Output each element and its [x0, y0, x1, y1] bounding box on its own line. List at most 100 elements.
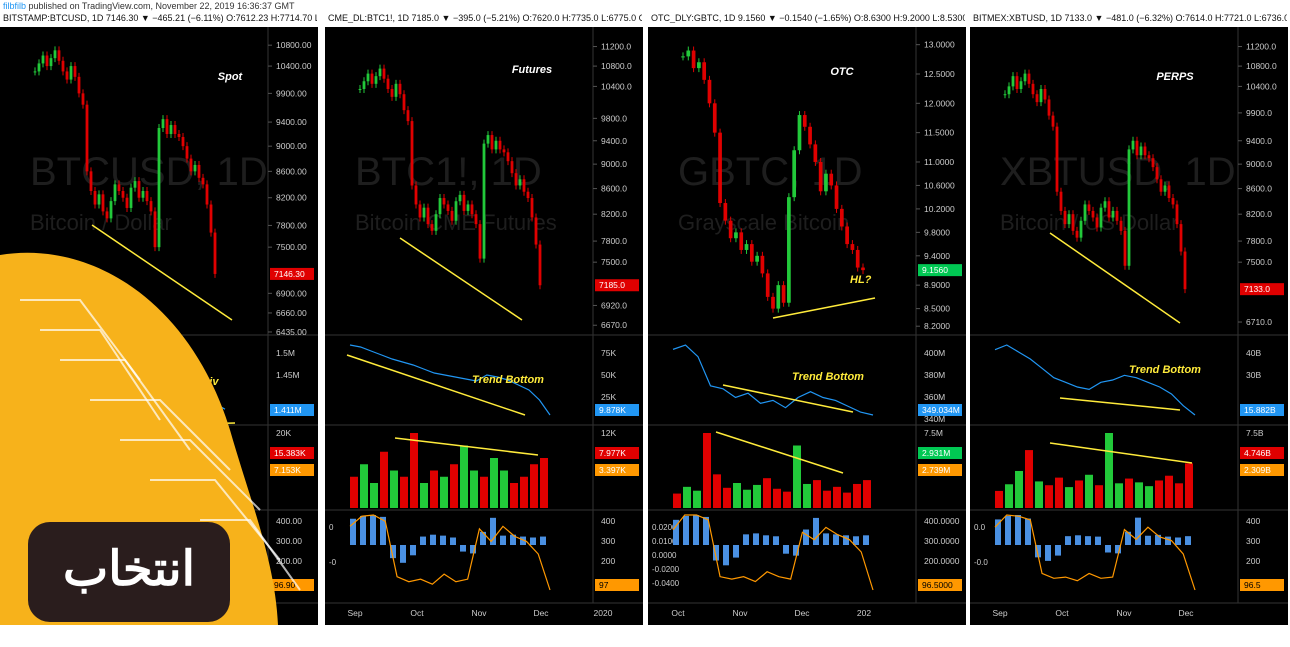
osc-bar [843, 535, 849, 545]
osc-bar [450, 537, 456, 545]
vol-tick-label: 7.5B [1246, 428, 1264, 438]
osc-tick-label: 300 [1246, 536, 1260, 546]
ticker: BITMEX:XBTUSD, 1D 7133.0 ▼ −481.0 (−6.32… [973, 13, 1287, 23]
osc-bar [1095, 536, 1101, 545]
candle [861, 267, 865, 271]
osc-line [349, 514, 551, 591]
candle [1119, 220, 1123, 231]
candle [97, 194, 101, 205]
circuit-line [90, 399, 231, 471]
volume-bar [1075, 480, 1083, 508]
candle [1139, 146, 1143, 156]
candle [137, 181, 141, 198]
osc-bar [440, 535, 446, 545]
candle [1083, 204, 1087, 221]
candle [398, 83, 402, 95]
ind-tick-label: 30B [1246, 370, 1261, 380]
candle [45, 55, 49, 67]
ind-tick-label: 1.45M [276, 370, 300, 380]
trend-line [715, 431, 844, 474]
osc-tag-label: 96.90 [274, 580, 296, 590]
candle [1175, 204, 1179, 225]
candle [1043, 88, 1047, 100]
price-tick-label: 8600.00 [276, 166, 307, 176]
trend-line [1049, 442, 1193, 464]
candle [109, 201, 113, 219]
vol-tag-label: 7.977K [599, 448, 626, 458]
vol-tag [270, 464, 314, 476]
last-price-tag [595, 279, 639, 292]
candle [1011, 76, 1015, 87]
candle [382, 68, 386, 79]
volume-bar [1185, 463, 1193, 508]
candle [458, 194, 462, 202]
osc-bar [480, 531, 486, 545]
time-label: Oct [671, 608, 685, 618]
price-tick-label: 10800.0 [1246, 61, 1277, 71]
osc-bar [370, 515, 376, 545]
osc-tick-label: 200.00 [276, 556, 302, 566]
last-price-tag [1240, 283, 1284, 296]
volume-bar [753, 484, 761, 508]
candle [518, 179, 522, 186]
candle [378, 68, 382, 77]
candle [201, 177, 205, 185]
price-tick-label: 7500.0 [601, 257, 627, 267]
osc-bar [430, 534, 436, 545]
logo-box [28, 522, 230, 622]
volume-bar [713, 474, 721, 508]
price-tick-label: 8200.0 [1246, 209, 1272, 219]
osc-bar [995, 519, 1001, 545]
candle [818, 161, 823, 192]
price-tick-label: 6710.0 [1246, 317, 1272, 327]
osc-bar [1165, 536, 1171, 545]
vol-tag [270, 447, 314, 459]
ind-tick-label: 75K [601, 348, 616, 358]
candle [434, 214, 438, 231]
time-label: Dec [533, 608, 549, 618]
candle [169, 125, 173, 134]
volume-bar [773, 488, 781, 508]
price-tick-label: 11.0000 [924, 157, 954, 167]
vol-tag [918, 464, 962, 476]
osc-bar [530, 537, 536, 545]
candle [760, 255, 765, 274]
logo-text: انتخاب [63, 543, 195, 596]
watermark: Grayscale Bitcoin [678, 210, 849, 235]
candle [1035, 94, 1039, 103]
price-tick-label: 8600.0 [601, 184, 627, 194]
candle [209, 204, 213, 233]
candle [470, 204, 474, 215]
candle [502, 149, 506, 153]
ind-tick-label: 40B [1246, 348, 1261, 358]
osc-tick-label: 400.00 [276, 516, 302, 526]
price-tick-label: 12.5000 [924, 69, 955, 79]
price-tick-label: 7800.00 [276, 220, 307, 230]
osc-bar [803, 529, 809, 545]
osc-bar [703, 516, 709, 545]
candle [205, 184, 209, 205]
ind-tick-label: 340M [924, 414, 945, 424]
candle [41, 55, 45, 64]
osc-bar [1155, 534, 1161, 545]
osc-left-label: -0.0 [974, 558, 988, 567]
candle [1007, 86, 1011, 95]
ind-tag [1240, 404, 1284, 416]
candle [1183, 251, 1187, 290]
annotation: PERPS [1156, 71, 1194, 83]
publisher[interactable]: filbfilb [3, 1, 27, 11]
candle [755, 255, 759, 262]
candle [1171, 198, 1175, 205]
candle [534, 217, 538, 245]
osc-left-label: -0.0200 [652, 565, 680, 574]
ind-tag-label: 9.878K [599, 405, 626, 415]
osc-bar [420, 536, 426, 545]
volume-bar [530, 464, 538, 508]
indicator-line [994, 344, 1196, 416]
circuit-line [40, 329, 161, 421]
volume-bar [520, 476, 528, 508]
candle [426, 207, 430, 225]
candle [739, 232, 744, 250]
price-tick-label: 6920.0 [601, 300, 627, 310]
candle [153, 211, 157, 248]
